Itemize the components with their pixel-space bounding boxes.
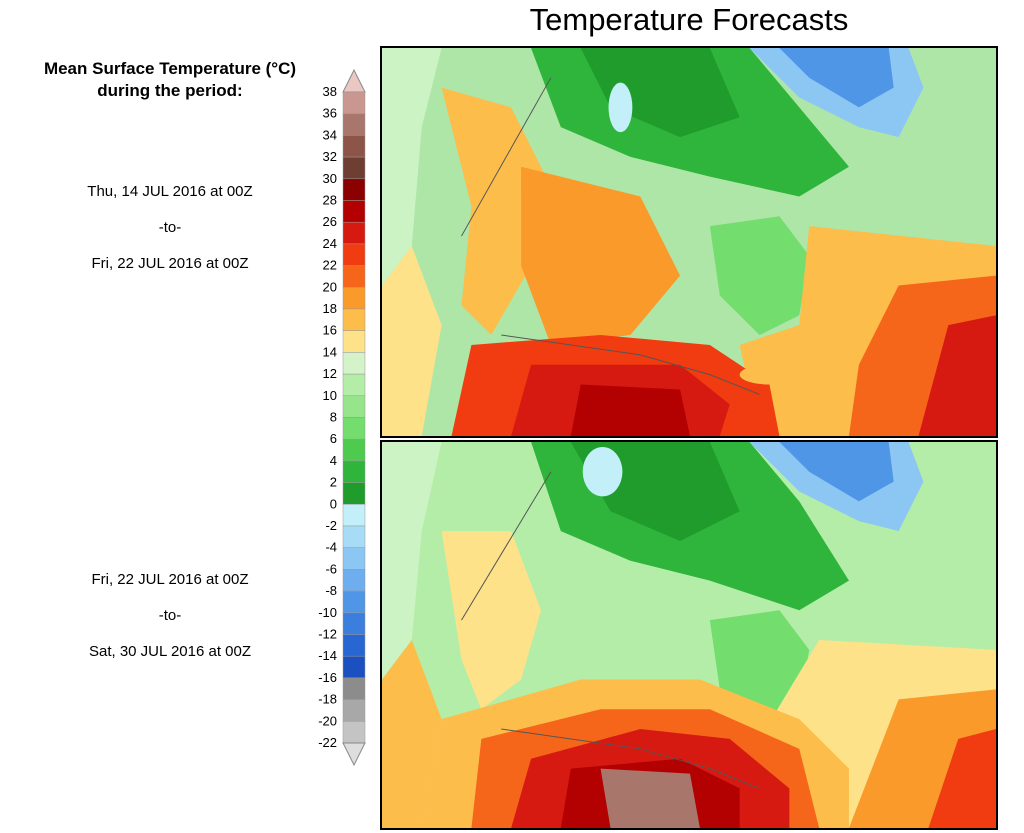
colorbar-tick-label: 20 [323, 279, 337, 294]
colorbar-tick-label: -2 [325, 518, 337, 533]
colorbar-tick-label: 14 [323, 344, 337, 359]
colorbar-tick-label: -18 [318, 692, 337, 707]
colorbar-cell [342, 91, 366, 114]
forecast-map-period-2 [380, 440, 998, 830]
colorbar-cell [342, 135, 366, 158]
colorbar-cell [342, 308, 366, 331]
colorbar-tick-label: -6 [325, 561, 337, 576]
period-2-label: Fri, 22 JUL 2016 at 00Z -to- Sat, 30 JUL… [20, 562, 320, 670]
period-1-start: Thu, 14 JUL 2016 at 00Z [87, 183, 253, 200]
colorbar-cell [342, 178, 366, 201]
colorbar-cell [342, 395, 366, 418]
colorbar-cell [342, 113, 366, 136]
colorbar-tick-label: 2 [330, 475, 337, 490]
colorbar-cell [342, 547, 366, 570]
colorbar-cell [342, 156, 366, 180]
colorbar-cell [342, 590, 366, 614]
colorbar-cell [342, 569, 366, 592]
period-1-label: Thu, 14 JUL 2016 at 00Z -to- Fri, 22 JUL… [20, 174, 320, 282]
colorbar-tick-label: -12 [318, 627, 337, 642]
colorbar-cell [342, 287, 366, 310]
colorbar-cell [342, 265, 366, 288]
colorbar-tick-label: 36 [323, 106, 337, 121]
colorbar-tick-label: 32 [323, 149, 337, 164]
colorbar-tick-label: 26 [323, 214, 337, 229]
page-title: Temperature Forecasts [529, 2, 849, 37]
colorbar-tick-label: 38 [323, 84, 337, 99]
legend-title-line1: Mean Surface Temperature (°C) [43, 59, 297, 78]
period-1-separator: -to- [158, 219, 182, 236]
colorbar-cell [342, 699, 366, 722]
colorbar-tick-label: -20 [318, 713, 337, 728]
colorbar-cell [342, 612, 366, 635]
colorbar-top-arrow [342, 68, 366, 93]
colorbar-cell [342, 221, 366, 245]
colorbar-tick-label: 34 [323, 127, 337, 142]
colorbar-tick-label: 10 [323, 388, 337, 403]
colorbar-cell [342, 721, 366, 744]
colorbar-cell [342, 200, 366, 223]
colorbar-tick-label: -10 [318, 605, 337, 620]
colorbar-cell [342, 243, 366, 266]
forecast-map-period-1 [380, 46, 998, 438]
colorbar-tick-label: 12 [323, 366, 337, 381]
colorbar-tick-label: 22 [323, 258, 337, 273]
colorbar-cell [342, 352, 366, 375]
colorbar-tick-label: -16 [318, 670, 337, 685]
colorbar-cell [342, 525, 366, 548]
colorbar-cell [342, 677, 366, 700]
period-2-end: Sat, 30 JUL 2016 at 00Z [88, 643, 252, 660]
colorbar-tick-label: -14 [318, 648, 337, 663]
period-2-separator: -to- [158, 607, 182, 624]
colorbar-cell [342, 655, 366, 679]
colorbar-tick-label: 0 [330, 496, 337, 511]
period-1-end: Fri, 22 JUL 2016 at 00Z [91, 255, 249, 272]
colorbar-tick-label: -8 [325, 583, 337, 598]
colorbar-cell [342, 330, 366, 353]
colorbar-tick-label: 8 [330, 410, 337, 425]
colorbar-cell [342, 504, 366, 527]
colorbar-tick-label: 18 [323, 301, 337, 316]
colorbar-cell [342, 460, 366, 483]
period-2-start: Fri, 22 JUL 2016 at 00Z [91, 571, 249, 588]
legend-title-line2: during the period: [97, 81, 243, 100]
colorbar-tick-label: 16 [323, 323, 337, 338]
colorbar-cell [342, 482, 366, 505]
colorbar-tick-label: 4 [330, 453, 337, 468]
colorbar-cell [342, 373, 366, 397]
colorbar-tick-label: 30 [323, 171, 337, 186]
temperature-colorbar: 38363432302826242220181614121086420-2-4-… [318, 68, 366, 767]
colorbar-cell [342, 634, 366, 657]
colorbar-cell [342, 417, 366, 440]
colorbar-tick-label: 28 [323, 193, 337, 208]
colorbar-tick-label: 6 [330, 431, 337, 446]
colorbar-tick-label: 24 [323, 236, 337, 251]
colorbar-cell [342, 438, 366, 462]
colorbar-tick-label: -22 [318, 735, 337, 750]
legend-title: Mean Surface Temperature (°C) during the… [0, 58, 340, 102]
colorbar-tick-label: -4 [325, 540, 337, 555]
colorbar-bottom-arrow [342, 742, 366, 767]
